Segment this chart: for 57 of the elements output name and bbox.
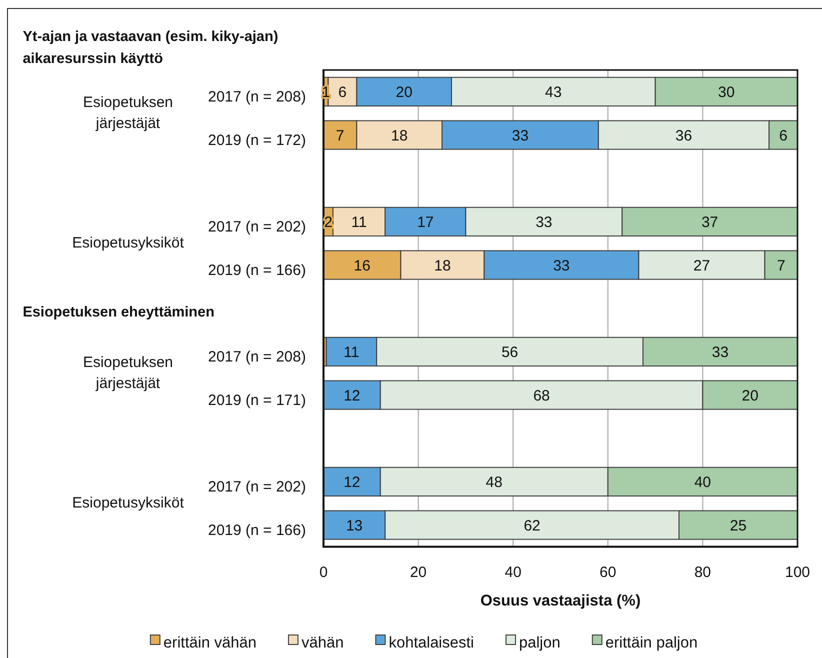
data-label: 33 [512, 128, 529, 145]
data-label: 16 [354, 258, 370, 275]
data-label: 13 [346, 518, 363, 535]
data-label: 37 [701, 214, 718, 232]
x-tick-label: 0 [319, 564, 328, 582]
data-label: 17 [417, 214, 434, 232]
data-label: 43 [545, 84, 562, 102]
y-tick-label: 2017 (n = 202) [208, 218, 306, 236]
data-label: 56 [501, 344, 518, 362]
data-label: 30 [718, 84, 735, 102]
data-label: 11 [344, 344, 360, 362]
legend-label: vähän [301, 634, 344, 652]
data-label: 36 [675, 128, 692, 145]
x-tick-label: 60 [600, 564, 616, 582]
text: Esiopetuksen järjestäjät [82, 94, 174, 132]
x-tick-label: 20 [410, 564, 427, 582]
data-label: 6 [338, 84, 347, 102]
y-tick-label: 2019 (n = 172) [208, 132, 306, 150]
text: Esiopetuksen järjestäjät [82, 354, 174, 392]
data-label: 6 [779, 128, 788, 145]
x-tick-label: 40 [504, 564, 522, 582]
data-label: 62 [524, 518, 540, 535]
data-label: 48 [486, 474, 502, 492]
y-tick-label: 2019 (n = 166) [208, 262, 306, 280]
data-label: 7 [336, 128, 344, 145]
text: Yt-ajan ja vastaavan (esim. kiky-ajan) aikaresurssin käyttö [22, 29, 278, 67]
text: Esiopetuksen eheyttäminen [22, 304, 214, 320]
data-label: 18 [434, 258, 451, 275]
data-label: 68 [533, 388, 550, 405]
data-label: 12 [344, 388, 360, 405]
legend-label: erittäin paljon [605, 634, 698, 652]
y-tick-label: 2017 (n = 208) [208, 88, 306, 106]
data-label: 25 [730, 518, 747, 535]
legend-label: paljon [519, 634, 560, 652]
data-label: 33 [712, 344, 729, 362]
text: Esiopetusyksiköt [72, 494, 185, 512]
data-label: 33 [536, 214, 552, 232]
data-label: 11 [351, 214, 367, 232]
data-label: 12 [344, 474, 360, 492]
legend-label: kohtalaisesti [388, 634, 474, 652]
data-label: 33 [553, 258, 570, 275]
y-tick-label: 2017 (n = 208) [208, 348, 306, 366]
x-tick-label: 100 [784, 564, 810, 582]
y-tick-label: 2017 (n = 202) [208, 478, 306, 496]
y-tick-label: 2019 (n = 166) [208, 522, 306, 540]
data-label: 7 [776, 258, 786, 275]
data-label: 20 [742, 388, 758, 405]
text: Esiopetusyksiköt [72, 234, 185, 252]
data-label: 40 [694, 474, 712, 492]
data-label: 18 [390, 128, 408, 145]
y-tick-label: 2019 (n = 171) [208, 392, 306, 410]
data-label: 27 [693, 258, 710, 275]
legend-label: erittäin vähän [163, 634, 256, 652]
x-tick-label: 80 [694, 564, 712, 582]
data-label: 2 [324, 214, 332, 232]
data-label: 20 [396, 84, 412, 102]
x-axis-title: Osuus vastaajista (%) [480, 592, 641, 610]
